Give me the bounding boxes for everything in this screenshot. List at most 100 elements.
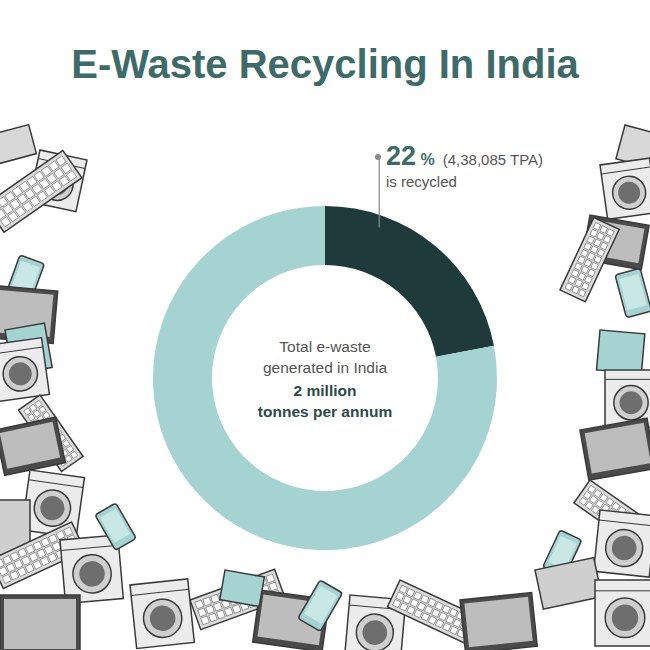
keyboard-key (67, 446, 74, 453)
device-body (0, 125, 36, 164)
keyboard-key (591, 506, 599, 514)
washer-panel (29, 480, 83, 488)
donut (153, 206, 497, 550)
keyboard-key (28, 414, 35, 421)
title: E-Waste Recycling In India (71, 42, 579, 86)
keyboard-key (612, 502, 620, 510)
keyboard-key (232, 604, 241, 613)
keyboard-key (606, 498, 614, 506)
keyboard-key (56, 531, 65, 540)
decoration (0, 125, 650, 650)
monitor-icon (0, 595, 80, 650)
monitor-screen (0, 422, 60, 469)
device-icon (220, 570, 265, 606)
keyboard-key (40, 557, 49, 566)
phone-body (615, 268, 650, 317)
donut-slice (325, 206, 494, 357)
keyboard-key (64, 527, 73, 536)
keyboard-key (578, 256, 586, 264)
keyboard-key (597, 232, 605, 240)
washer-drum (611, 534, 638, 561)
device-icon (535, 558, 602, 610)
center-value: tonnes per annum (258, 403, 392, 420)
center-text: Total e-waste (279, 338, 370, 355)
keyboard-key (211, 594, 220, 603)
washer-door (142, 597, 184, 639)
keyboard-key (450, 626, 458, 634)
device-icon (597, 330, 645, 374)
keyboard-key (600, 226, 608, 234)
keyboard-key (26, 545, 35, 554)
keyboard-key (206, 605, 215, 614)
keyboard-key (593, 223, 601, 231)
keyboard-key (6, 563, 15, 572)
donut-slice (153, 206, 497, 550)
keyboard-key (24, 408, 31, 415)
keyboard-key (33, 410, 40, 417)
keyboard-key (56, 156, 66, 166)
keyboard-key (432, 609, 440, 617)
monitor-frame (460, 592, 537, 650)
washer-door (355, 613, 395, 650)
monitor-screen (587, 220, 644, 263)
washer-drum (620, 391, 643, 414)
keyboard-key (581, 266, 589, 274)
device-body (597, 330, 645, 374)
keyboard-key (435, 602, 443, 610)
keyboard-key (70, 451, 77, 458)
keyboard-key (10, 552, 19, 561)
keyboard-key (399, 585, 407, 593)
washer-body (0, 338, 49, 402)
keyboard-key (0, 567, 8, 576)
keyboard-key (410, 599, 418, 607)
monitor-frame (580, 418, 650, 480)
keyboard-key (396, 592, 404, 600)
keyboard-key (588, 269, 596, 277)
keyboard-key (606, 229, 614, 237)
keyboard-key (600, 242, 608, 250)
keyboard-key (590, 246, 598, 254)
keyboard-key (2, 574, 11, 583)
keyboard-key (597, 249, 605, 257)
keyboard-key (403, 596, 411, 604)
washer-panel (0, 347, 43, 354)
monitor-icon (0, 417, 65, 475)
phone-body (298, 580, 343, 631)
washer-drum (361, 619, 388, 646)
washer-icon (0, 338, 49, 402)
keyboard-key (3, 555, 12, 564)
keyboard-key (594, 256, 602, 264)
washer-drum (7, 361, 33, 387)
keyboard-key (10, 571, 19, 580)
keyboard-key (590, 229, 598, 237)
keyboard-key (17, 567, 26, 576)
monitor-screen (464, 597, 532, 647)
keyboard-key (594, 239, 602, 247)
washer-panel (595, 590, 650, 591)
keyboard-key (587, 252, 595, 260)
washer-icon (595, 580, 650, 646)
phone-body (95, 503, 136, 550)
keyboard-key (596, 500, 604, 508)
keyboard-key (588, 485, 596, 493)
keyboard-key (571, 269, 579, 277)
keyboard-key (413, 592, 421, 600)
monitor-icon (580, 418, 650, 480)
washer-panel (601, 167, 650, 174)
keyboard-key (41, 538, 50, 547)
washer-door (71, 553, 112, 594)
keyboard-key (417, 602, 425, 610)
keyboard-key (35, 400, 42, 407)
washer-door (605, 598, 645, 638)
keyboard-key (449, 608, 457, 616)
washer-drum (612, 605, 638, 631)
keyboard-key (224, 607, 233, 616)
keyboard-key (585, 276, 593, 284)
washer-body (600, 158, 650, 219)
keyboard-key (214, 602, 223, 611)
washer-drum (149, 604, 177, 632)
keyboard-key (198, 608, 207, 617)
washer-body (130, 579, 194, 649)
keyboard-key (435, 619, 443, 627)
keyboard-key (581, 282, 589, 290)
